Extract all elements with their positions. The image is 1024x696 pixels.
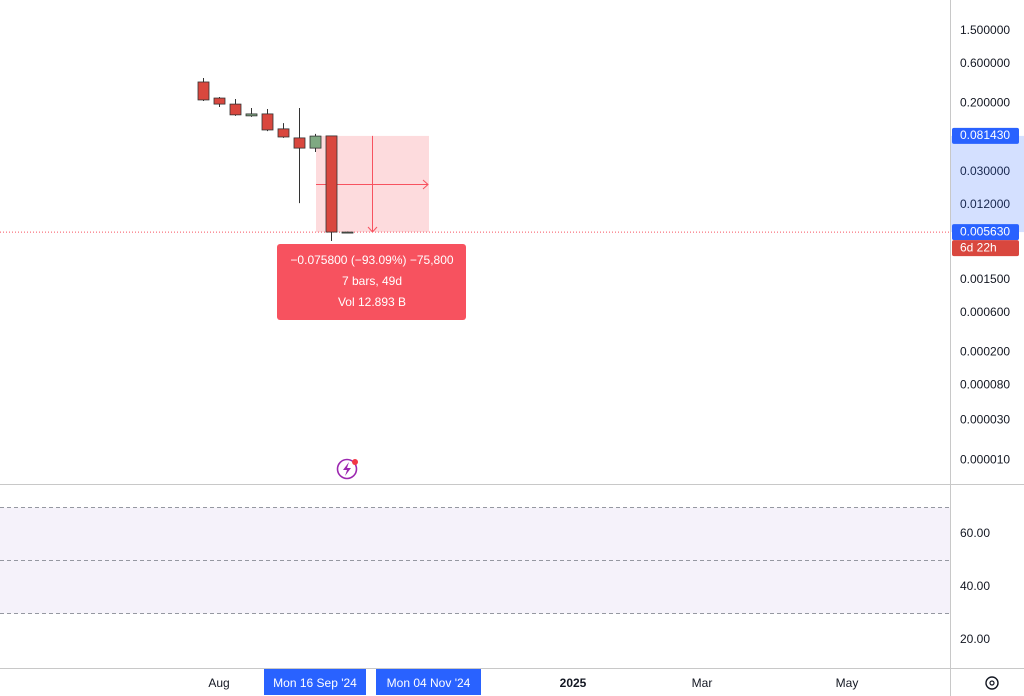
countdown-label: 6d 22h (960, 240, 997, 254)
price-tick-label: 0.001500 (960, 272, 1010, 286)
price-tick-label: 0.000010 (960, 452, 1010, 466)
time-highlight-box (376, 669, 481, 695)
measure-tooltip-line: 7 bars, 49d (342, 274, 402, 288)
price-tick-label: 0.200000 (960, 96, 1010, 110)
candle-body (245, 113, 258, 117)
candle-body (197, 81, 210, 101)
time-highlight-box (264, 669, 366, 695)
measure-tooltip-line: −0.075800 (−93.09%) −75,800 (290, 253, 453, 267)
candle-body (261, 113, 274, 131)
rsi-tick-label: 40.00 (960, 579, 990, 593)
price-tick-label: 0.000200 (960, 344, 1010, 358)
time-highlight-label: Mon 04 Nov '24 (387, 676, 471, 690)
measure-tooltip-line: Vol 12.893 B (338, 295, 406, 309)
candle-body (213, 97, 226, 105)
price-tick-label: 0.000030 (960, 413, 1010, 427)
icon-bolt (343, 462, 351, 476)
time-tick-label: 2025 (560, 676, 587, 690)
price-marker (952, 127, 1019, 144)
chart-layer: 60.00 40.00 20.00 1.500000 0.600000 0.200000 0… (0, 23, 1024, 695)
time-tick-label: Aug (208, 676, 229, 690)
rsi-tick-label: 20.00 (960, 632, 990, 646)
axis-range-highlight (951, 135, 1024, 233)
candle-body (309, 135, 322, 149)
price-marker-label: 0.005630 (960, 224, 1010, 238)
measure-tooltip (277, 244, 466, 320)
candle-body (229, 103, 242, 116)
candle-body (293, 137, 306, 149)
icon-button[interactable] (336, 458, 359, 480)
price-tick-label: 0.600000 (960, 56, 1010, 70)
time-tick-label: Mar (692, 676, 713, 690)
price-marker-label: 0.081430 (960, 128, 1010, 142)
price-tick-label: 0.012000 (960, 197, 1010, 211)
settings-icon (985, 676, 999, 690)
measure-arrow-h-head (422, 179, 429, 190)
price-marker (952, 224, 1019, 241)
settings-icon-core (989, 680, 995, 686)
price-tick-label: 0.030000 (960, 164, 1010, 178)
price-tick-label: 1.500000 (960, 23, 1010, 37)
icon-dot (352, 459, 358, 465)
time-tick-label: May (836, 676, 859, 690)
settings-button[interactable] (985, 676, 999, 690)
price-tick-label: 0.000600 (960, 305, 1010, 319)
candle-body (277, 128, 290, 138)
rsi-tick-label: 60.00 (960, 526, 990, 540)
candle-body (325, 135, 338, 233)
price-tick-label: 0.000080 (960, 377, 1010, 391)
candle-body (341, 231, 354, 234)
countdown-box (952, 240, 1019, 257)
icon-circle (336, 458, 358, 480)
time-highlight-label: Mon 16 Sep '24 (273, 676, 357, 690)
